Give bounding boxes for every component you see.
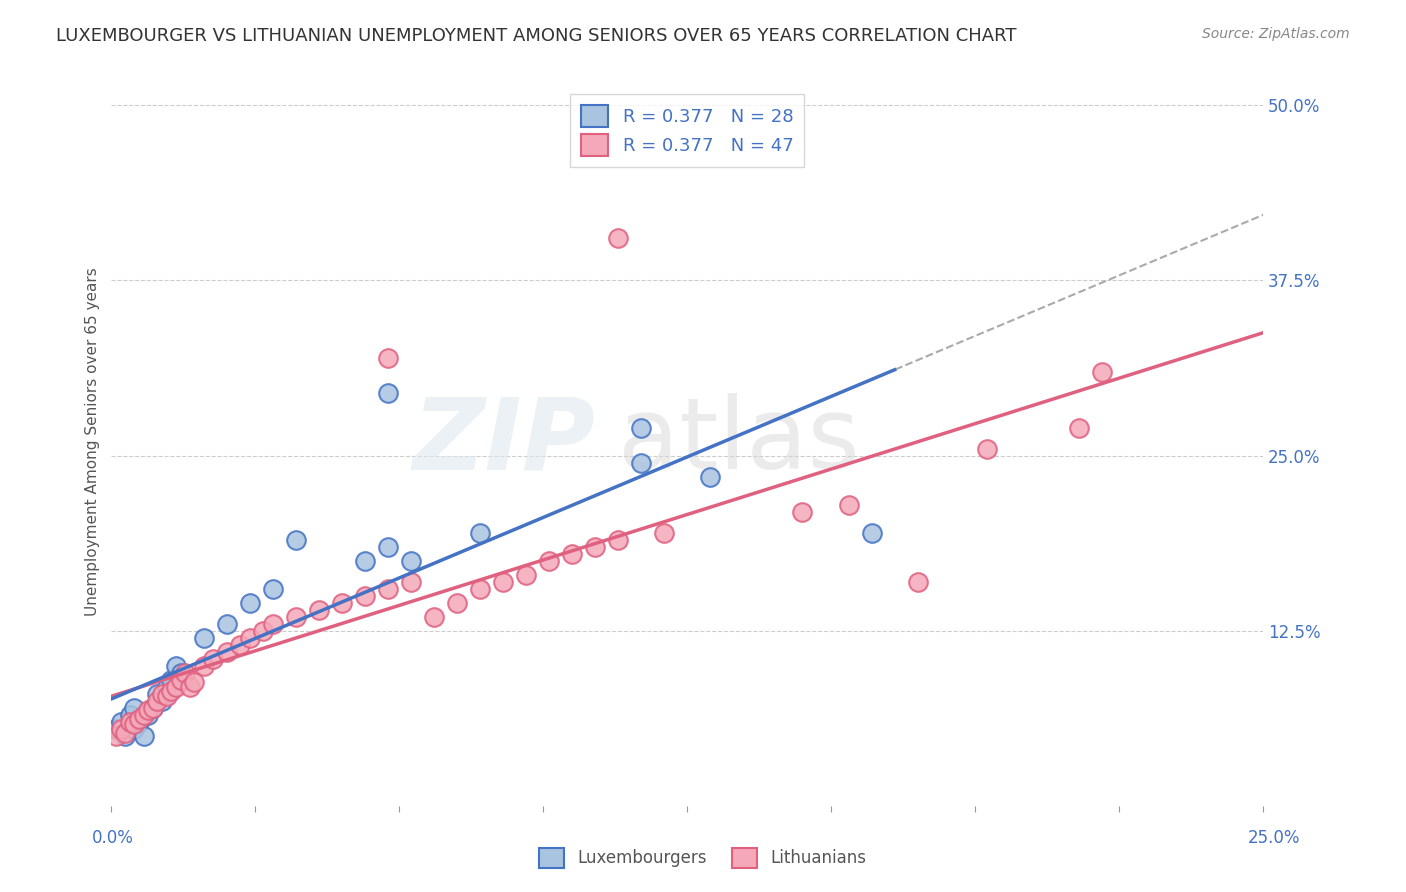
Point [165,658,187,673]
Point [110,714,132,729]
Point [423,609,446,624]
Point [1091,365,1114,379]
Point [630,420,652,434]
Point [193,631,215,645]
Point [132,729,155,743]
Point [792,504,814,518]
Point [215,616,238,631]
Point [124,722,146,736]
Point [377,540,399,554]
Point [353,589,375,603]
Point [446,596,468,610]
Legend: R = 0.377   N = 28, R = 0.377   N = 47: R = 0.377 N = 28, R = 0.377 N = 47 [571,94,804,167]
Point [169,665,191,680]
Point [583,540,606,554]
Point [607,231,630,245]
Point [377,351,399,365]
Point [353,553,375,567]
Point [124,717,146,731]
Point [284,609,307,624]
Y-axis label: Unemployment Among Seniors over 65 years: Unemployment Among Seniors over 65 years [86,268,100,615]
Point [105,722,128,736]
Point [399,553,422,567]
Point [160,673,183,687]
Legend: Luxembourgers, Lithuanians: Luxembourgers, Lithuanians [533,841,873,875]
Point [118,707,141,722]
Point [132,707,155,722]
Point [652,525,675,540]
Point [136,707,159,722]
Point [146,693,169,707]
Point [193,658,215,673]
Text: 0.0%: 0.0% [91,829,134,847]
Text: atlas: atlas [619,393,860,490]
Point [838,498,860,512]
Text: LUXEMBOURGER VS LITHUANIAN UNEMPLOYMENT AMONG SENIORS OVER 65 YEARS CORRELATION : LUXEMBOURGER VS LITHUANIAN UNEMPLOYMENT … [56,27,1017,45]
Point [128,714,150,729]
Point [179,680,201,694]
Point [136,703,159,717]
Point [630,456,652,470]
Text: 25.0%: 25.0% [1249,829,1301,847]
Point [156,690,179,704]
Point [377,582,399,596]
Text: Source: ZipAtlas.com: Source: ZipAtlas.com [1202,27,1350,41]
Point [183,675,205,690]
Point [169,673,191,687]
Point [561,547,583,561]
Point [114,726,136,740]
Point [252,624,274,638]
Point [699,469,721,483]
Point [399,574,422,589]
Point [330,596,353,610]
Point [262,616,284,631]
Point [146,687,169,701]
Point [468,582,491,596]
Point [284,533,307,547]
Point [114,729,136,743]
Point [515,567,537,582]
Point [377,385,399,400]
Point [110,722,132,736]
Point [907,574,929,589]
Point [118,714,141,729]
Point [860,525,883,540]
Point [468,525,491,540]
Point [976,442,998,456]
Point [156,680,179,694]
Point [308,602,330,616]
Text: ZIP: ZIP [412,393,595,490]
Point [1067,420,1090,434]
Point [229,638,252,652]
Point [538,553,561,567]
Point [105,729,128,743]
Point [150,687,173,701]
Point [262,582,284,596]
Point [215,644,238,658]
Point [142,700,165,714]
Point [150,693,173,707]
Point [165,680,187,694]
Point [160,683,183,698]
Point [201,651,224,665]
Point [239,631,262,645]
Point [142,700,165,714]
Point [239,596,262,610]
Point [128,712,150,726]
Point [607,533,630,547]
Point [174,665,197,680]
Point [492,574,515,589]
Point [124,700,146,714]
